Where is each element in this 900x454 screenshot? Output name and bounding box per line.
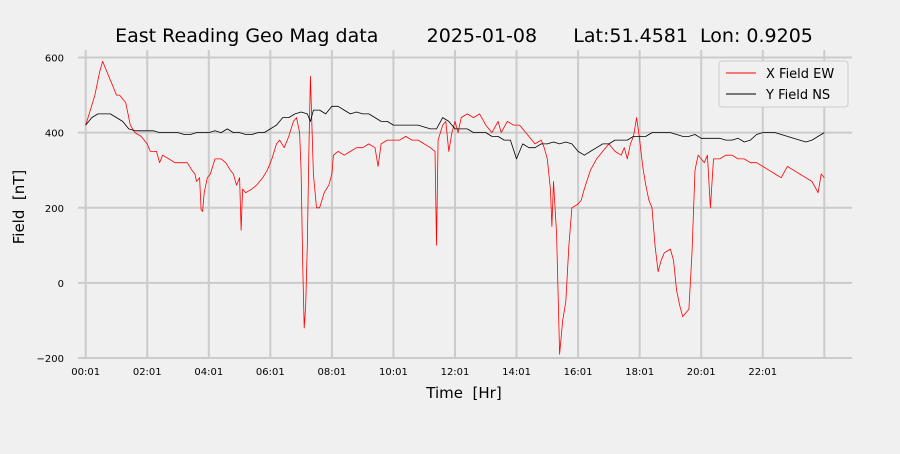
y-tick-label: 600 xyxy=(45,54,64,65)
chart-title: East Reading Geo Mag data 2025-01-08 Lat… xyxy=(115,25,813,47)
y-tick-label: 400 xyxy=(45,129,64,140)
x-axis-ticks: 00:01 02:01 04:01 06:01 08:01 10:01 12:01 14:01… xyxy=(71,367,777,378)
x-tick-label: 12:01 xyxy=(441,367,470,378)
x-tick-label: 04:01 xyxy=(194,367,223,378)
series-line-y-field-ns xyxy=(85,105,825,160)
x-tick-label: 00:01 xyxy=(71,367,100,378)
x-tick-label: 02:01 xyxy=(133,367,162,378)
series-line-x-field-ew xyxy=(85,60,825,355)
legend-label-y-field: Y Field NS xyxy=(765,88,830,103)
x-tick-label: 16:01 xyxy=(564,367,593,378)
series-lines xyxy=(85,60,825,355)
x-tick-label: 14:01 xyxy=(502,367,531,378)
x-tick-label: 08:01 xyxy=(317,367,346,378)
y-axis-label: Field [nT] xyxy=(10,170,28,245)
x-tick-label: 22:01 xyxy=(748,367,777,378)
y-tick-label: 0 xyxy=(58,279,64,290)
x-tick-label: 10:01 xyxy=(379,367,408,378)
y-axis-ticks: 600 400 200 0 −200 xyxy=(37,54,64,365)
x-tick-label: 20:01 xyxy=(687,367,716,378)
legend-label-x-field: X Field EW xyxy=(766,67,834,82)
y-tick-label: −200 xyxy=(37,354,64,365)
y-tick-label: 200 xyxy=(45,204,64,215)
legend: X Field EW Y Field NS xyxy=(718,60,849,108)
x-axis-label: Time [Hr] xyxy=(425,384,501,402)
x-tick-label: 18:01 xyxy=(625,367,654,378)
x-tick-label: 06:01 xyxy=(256,367,285,378)
